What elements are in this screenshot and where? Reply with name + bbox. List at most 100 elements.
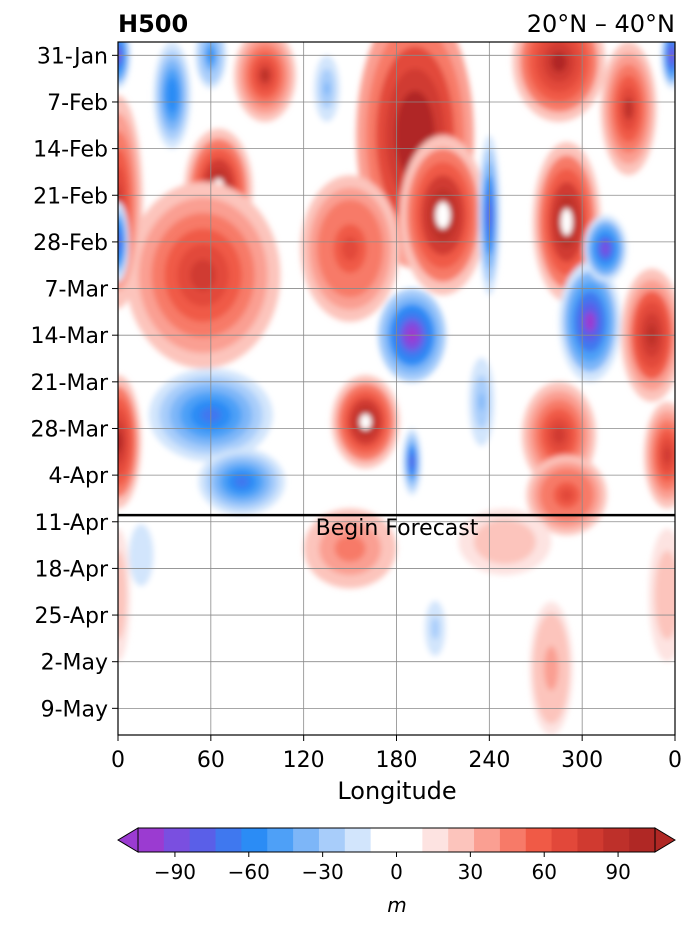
x-axis: 0 60 120 180 240 300 0 [111, 735, 682, 773]
anomaly-blob [466, 348, 498, 456]
colorbar-segment [370, 828, 397, 852]
anomaly-blob [122, 508, 160, 602]
contour-level [601, 243, 609, 255]
y-tick-label: 28-Mar [31, 417, 109, 442]
contour-level [497, 536, 513, 548]
x-tick-label: 0 [111, 748, 125, 773]
colorbar-extend-min [117, 827, 139, 853]
contour-level [559, 488, 574, 502]
contour-level [259, 67, 271, 84]
contour-level [118, 430, 122, 453]
anomaly-blob [125, 181, 281, 369]
colorbar-tick-label: −90 [154, 860, 196, 884]
chart-title-right: 20°N – 40°N [527, 10, 675, 38]
anomaly-blob [311, 48, 343, 129]
colorbar-segment [267, 828, 294, 852]
y-axis: 31-Jan 7-Feb 14-Feb 21-Feb 28-Feb 7-Mar 14-Mar… [31, 44, 118, 722]
anomaly-blob [583, 215, 628, 282]
anomaly-blob [422, 595, 448, 662]
y-tick-label: 2-May [41, 651, 108, 676]
y-tick-label: 21-Mar [31, 371, 109, 396]
colorbar-tick-label: −30 [302, 860, 344, 884]
contour-level [324, 81, 330, 96]
y-tick-label: 11-Apr [34, 511, 108, 536]
x-tick-label: 240 [468, 748, 510, 773]
anomaly-blob [198, 448, 286, 516]
contour-level [664, 583, 671, 607]
anomaly-blob [402, 428, 422, 496]
anomaly-blob [558, 261, 621, 382]
contour-level [561, 208, 573, 236]
anomaly-blob [331, 375, 400, 469]
colorbar-tick-label: 30 [458, 860, 483, 884]
colorbar-segment [344, 828, 372, 852]
colorbar: −90 −60 −30 0 30 60 90 [117, 827, 676, 884]
colorbar-segment [163, 828, 191, 852]
forecast-label: Begin Forecast [316, 516, 479, 541]
y-tick-label: 28-Feb [33, 231, 108, 256]
colorbar-segment [629, 828, 656, 852]
y-tick-label: 18-Apr [34, 557, 108, 582]
colorbar-segment [499, 828, 527, 852]
x-axis-label: Longitude [337, 777, 456, 805]
contour-level [234, 476, 249, 488]
anomaly-blob [458, 508, 552, 576]
colorbar-segment [293, 828, 320, 852]
x-tick-label: 180 [376, 748, 418, 773]
contour-level [479, 392, 485, 411]
contour-level [623, 97, 634, 120]
plot-area: Begin Forecast [117, 41, 676, 736]
contour-level [405, 113, 425, 158]
colorbar-extend-max [654, 827, 676, 853]
anomaly-blob [532, 141, 601, 302]
anomaly-blob [648, 528, 675, 662]
anomaly-blob [148, 368, 273, 462]
y-tick-label: 9-May [41, 697, 108, 722]
colorbar-segment [603, 828, 630, 852]
colorbar-segment [189, 828, 217, 852]
colorbar-segment [422, 828, 449, 852]
colorbar-segment [241, 828, 268, 852]
contour-level [190, 259, 216, 291]
y-tick-label: 14-Mar [31, 324, 109, 349]
colorbar-segment [318, 828, 346, 852]
colorbar-segment [448, 828, 475, 852]
chart-title-left: H500 [118, 10, 188, 38]
anomaly-blob [399, 135, 487, 296]
x-tick-label: 0 [668, 748, 682, 773]
colorbar-segment [396, 828, 423, 852]
anomaly-blob [153, 42, 191, 149]
contour-level [435, 201, 451, 229]
anomaly-blob [529, 601, 573, 735]
colorbar-tick-label: 60 [531, 860, 556, 884]
x-tick-label: 60 [197, 748, 225, 773]
contour-level [551, 51, 567, 72]
contour-level [342, 541, 358, 556]
anomaly-blob [118, 42, 131, 89]
anomaly-blob [300, 175, 400, 322]
contour-level [138, 547, 145, 563]
contour-level [433, 622, 438, 634]
colorbar-tick-label: −60 [228, 860, 270, 884]
anomaly-blob [644, 401, 675, 509]
y-tick-label: 31-Jan [37, 44, 108, 69]
contour-level [341, 236, 359, 261]
anomaly-blob [234, 42, 296, 122]
anomaly-blob [661, 42, 675, 89]
contour-level [663, 446, 672, 465]
y-tick-label: 7-Feb [47, 91, 108, 116]
contour-level [169, 86, 176, 105]
contour-level [409, 456, 414, 468]
colorbar-segment [474, 828, 501, 852]
colorbar-segment [551, 828, 578, 852]
y-tick-label: 7-Mar [45, 278, 109, 303]
y-tick-label: 14-Feb [33, 138, 108, 163]
colorbar-segment [525, 828, 553, 852]
x-tick-label: 120 [283, 748, 325, 773]
contour-level [584, 311, 596, 332]
colorbar-segment [138, 828, 165, 852]
y-tick-label: 25-Apr [34, 604, 108, 629]
contour-level [547, 657, 555, 680]
y-tick-label: 21-Feb [33, 184, 108, 209]
